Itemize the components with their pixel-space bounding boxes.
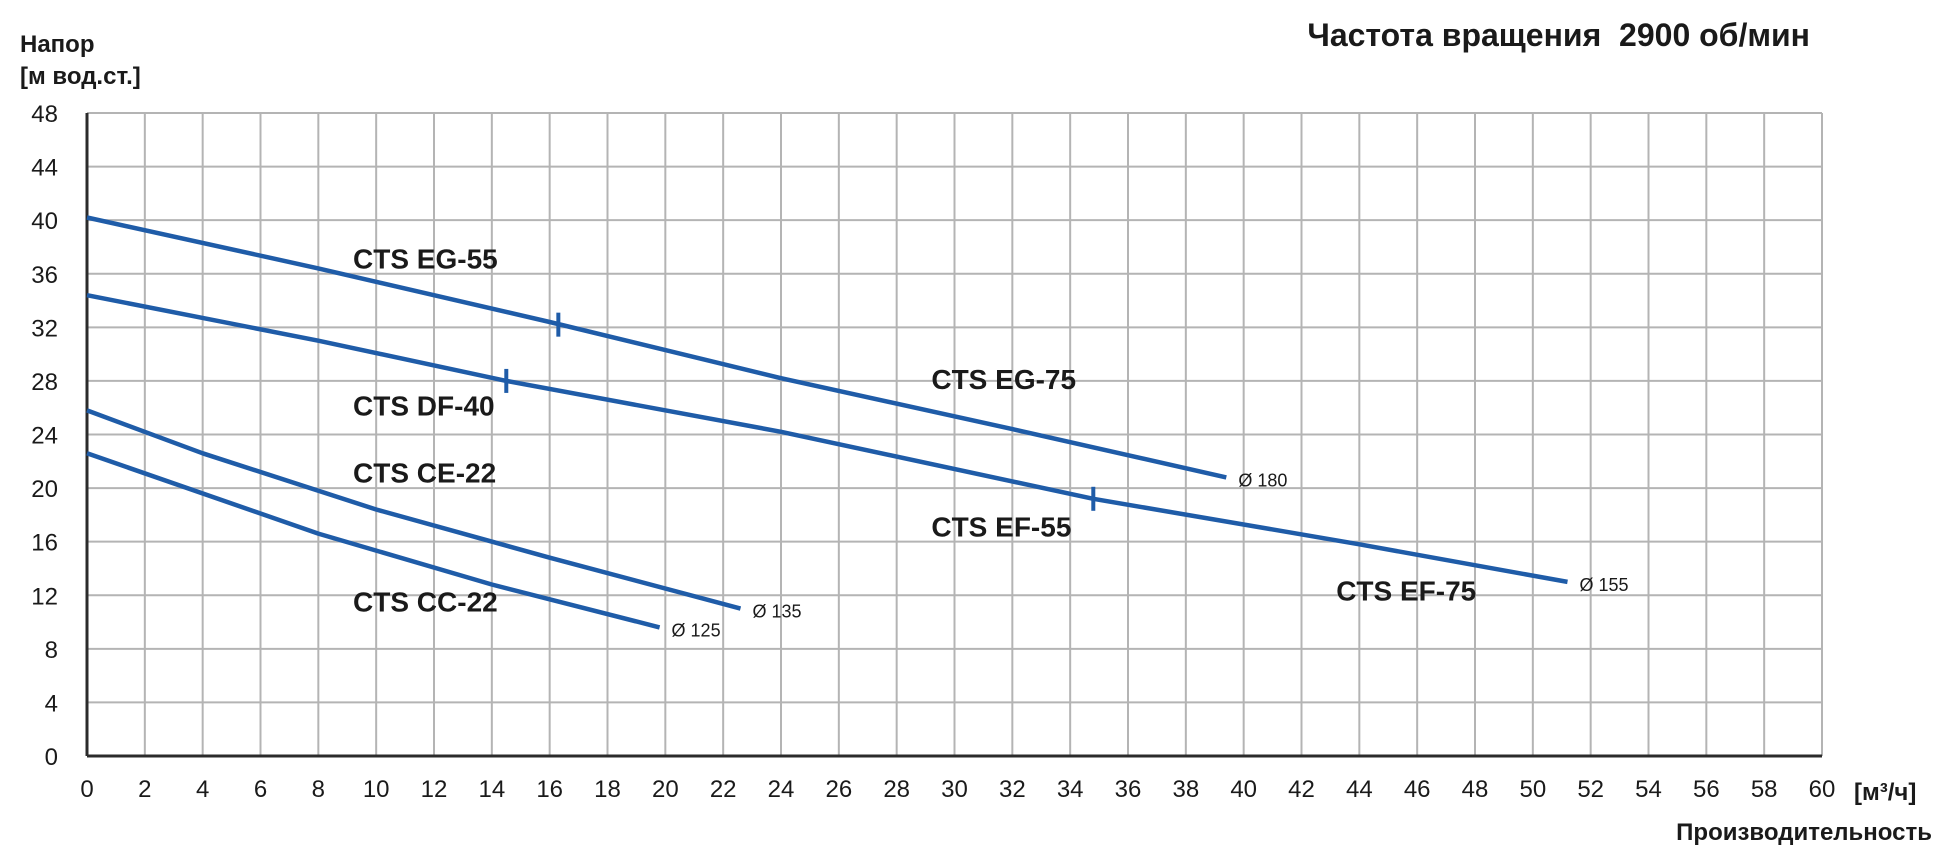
x-tick-label: 4 bbox=[196, 776, 209, 803]
curve-ce bbox=[86, 408, 742, 611]
model-label: CTS EF-75 bbox=[1336, 576, 1476, 607]
y-tick-label: 16 bbox=[31, 530, 58, 557]
model-label: CTS DF-40 bbox=[353, 391, 495, 422]
curves: Ø 180 Ø 155 Ø 135 Ø 125 bbox=[86, 215, 1629, 640]
x-tick-label: 14 bbox=[478, 776, 505, 803]
x-tick-label: 26 bbox=[825, 776, 852, 803]
x-tick-label: 56 bbox=[1693, 776, 1720, 803]
x-tick-label: 18 bbox=[594, 776, 621, 803]
y-tick-label: 24 bbox=[31, 423, 58, 450]
x-axis-title: Производительность bbox=[1676, 819, 1932, 846]
x-tick-label: 20 bbox=[652, 776, 679, 803]
x-tick-label: 8 bbox=[312, 776, 325, 803]
model-label: CTS CC-22 bbox=[353, 586, 498, 617]
y-tick-label: 44 bbox=[31, 155, 58, 182]
model-label: CTS EG-75 bbox=[931, 364, 1076, 395]
y-tick-label: 8 bbox=[45, 637, 58, 664]
x-tick-label: 54 bbox=[1635, 776, 1662, 803]
x-tick-label: 38 bbox=[1172, 776, 1199, 803]
tick-labels: 0 2 4 6 8 10 12 14 16 18 20 22 24 26 28 30 32 34 36 38 40 42 4… bbox=[31, 101, 1835, 803]
y-tick-label: 28 bbox=[31, 369, 58, 396]
x-tick-label: 34 bbox=[1057, 776, 1084, 803]
diameter-label-ce: Ø 135 bbox=[753, 602, 802, 622]
x-tick-label: 42 bbox=[1288, 776, 1315, 803]
y-tick-label: 12 bbox=[31, 583, 58, 610]
chart-title: Частота вращения 2900 об/мин bbox=[1307, 17, 1810, 53]
x-tick-label: 50 bbox=[1519, 776, 1546, 803]
x-tick-label: 2 bbox=[138, 776, 151, 803]
axes bbox=[85, 113, 1822, 758]
model-label: CTS EG-55 bbox=[353, 243, 498, 274]
y-axis-title-line1: Напор bbox=[20, 31, 95, 58]
x-tick-label: 44 bbox=[1346, 776, 1373, 803]
x-tick-label: 32 bbox=[999, 776, 1026, 803]
y-tick-label: 40 bbox=[31, 208, 58, 235]
x-tick-label: 16 bbox=[536, 776, 563, 803]
curve-eg bbox=[86, 215, 1227, 480]
x-tick-label: 58 bbox=[1751, 776, 1778, 803]
model-label: CTS CE-22 bbox=[353, 458, 496, 489]
diameter-label-cc: Ø 125 bbox=[672, 620, 721, 640]
x-tick-label: 10 bbox=[363, 776, 390, 803]
curve-ef bbox=[86, 292, 1568, 585]
x-tick-label: 48 bbox=[1462, 776, 1489, 803]
y-tick-label: 20 bbox=[31, 476, 58, 503]
y-tick-label: 48 bbox=[31, 101, 58, 128]
x-tick-label: 0 bbox=[80, 776, 93, 803]
x-tick-label: 40 bbox=[1230, 776, 1257, 803]
x-tick-label: 24 bbox=[768, 776, 795, 803]
x-tick-label: 12 bbox=[421, 776, 448, 803]
x-tick-label: 36 bbox=[1115, 776, 1142, 803]
diameter-label-eg: Ø 180 bbox=[1238, 470, 1287, 490]
x-tick-label: 60 bbox=[1809, 776, 1836, 803]
x-tick-label: 46 bbox=[1404, 776, 1431, 803]
x-tick-label: 30 bbox=[941, 776, 968, 803]
x-axis-unit: [м³/ч] bbox=[1854, 779, 1916, 806]
y-tick-label: 36 bbox=[31, 262, 58, 289]
diameter-label-ef: Ø 155 bbox=[1580, 575, 1629, 595]
y-axis-title-line2: [м вод.ст.] bbox=[20, 63, 141, 90]
x-tick-label: 28 bbox=[883, 776, 910, 803]
model-label: CTS EF-55 bbox=[931, 511, 1071, 542]
grid bbox=[86, 112, 1823, 757]
y-tick-label: 4 bbox=[45, 690, 58, 717]
x-tick-label: 52 bbox=[1577, 776, 1604, 803]
x-tick-label: 22 bbox=[710, 776, 737, 803]
curve-cc bbox=[86, 451, 661, 630]
curve-labels: CTS EG-55 CTS EG-75 CTS DF-40 CTS CE-22 CTS … bbox=[353, 243, 1476, 617]
y-tick-label: 32 bbox=[31, 315, 58, 342]
y-tick-label: 0 bbox=[45, 744, 58, 771]
x-tick-label: 6 bbox=[254, 776, 267, 803]
